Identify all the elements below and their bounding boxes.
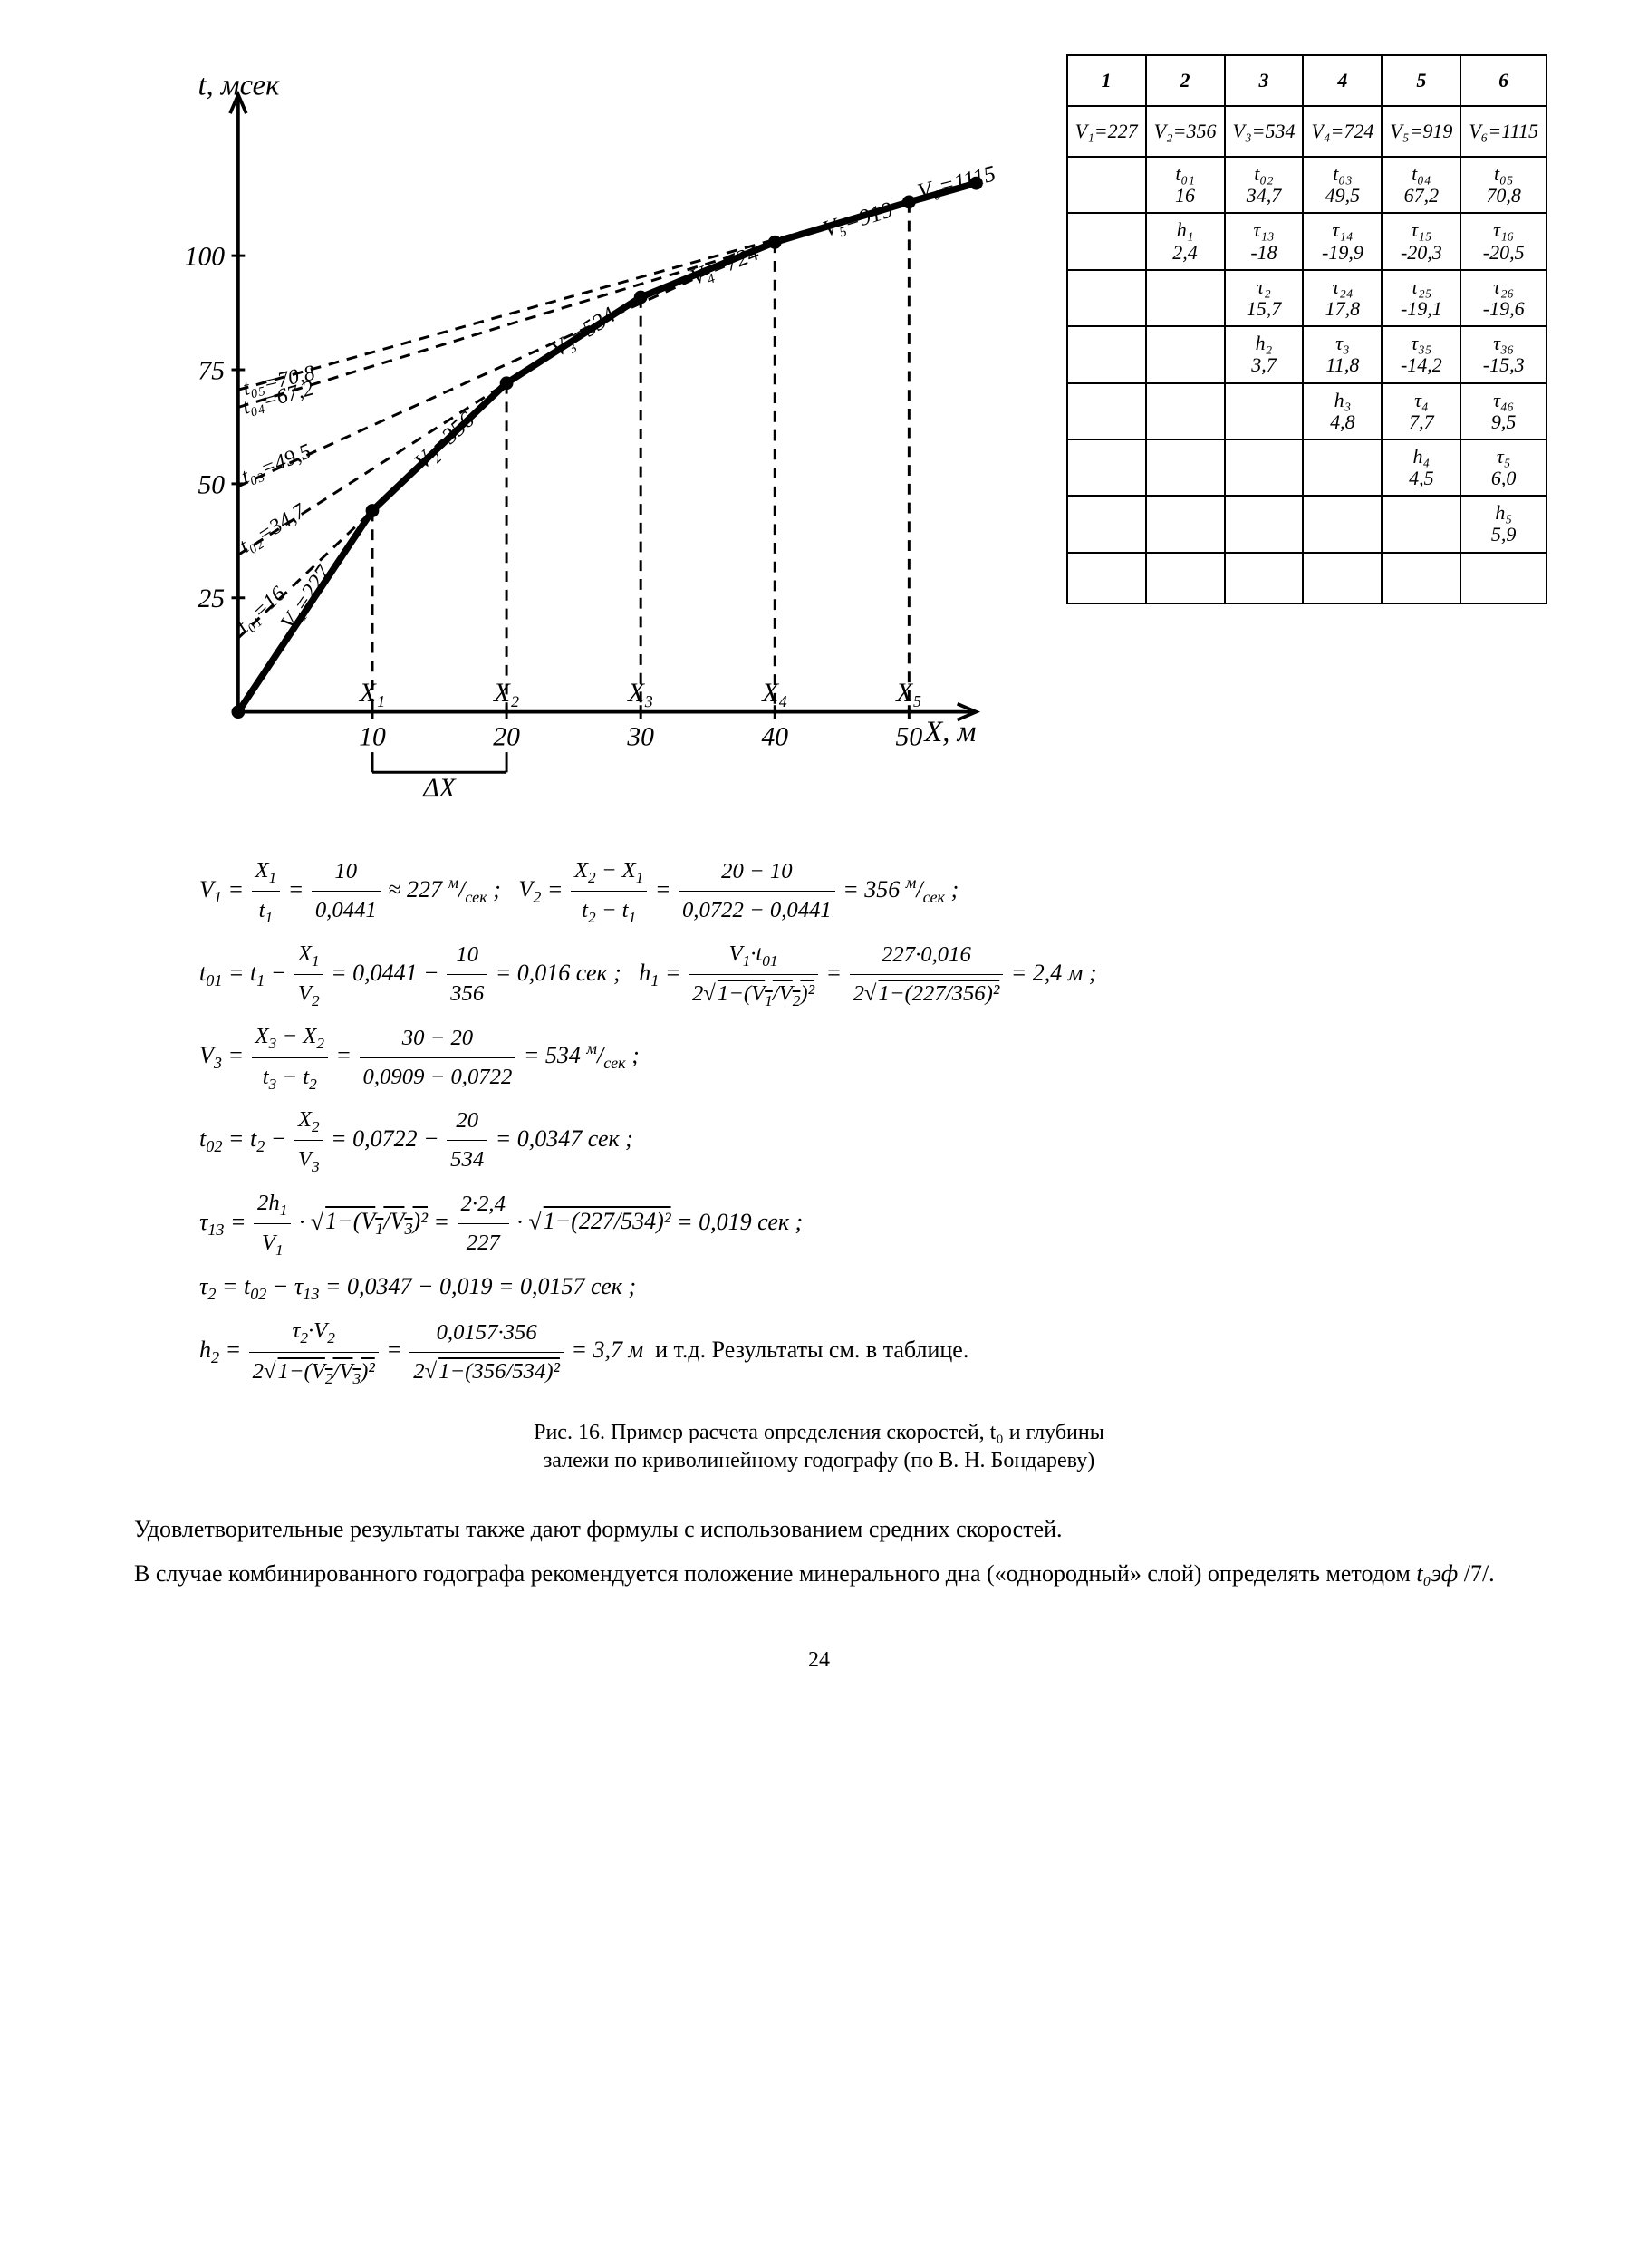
table-row: V₁=227 V₂=356 V₃=534 V₄=724 V₅=919 V₆=11… — [1067, 106, 1546, 157]
col-6: 6 — [1460, 55, 1546, 106]
x-tick-5: 50 — [896, 723, 923, 752]
ylabel: t, мсек — [198, 69, 280, 101]
table-row: h₁2,4τ₁₃-18τ₁₄-19,9τ₁₅-20,3τ₁₆-20,5 — [1067, 213, 1546, 269]
equation-block: V1 = X1t1 = 100,0441 ≈ 227 м/сек ; V2 = … — [199, 852, 1547, 1392]
figure-row: 25 50 75 100 t, мсек X, м — [91, 54, 1547, 816]
seg-v3: V₃=534 — [547, 303, 621, 362]
hodograph-chart: 25 50 75 100 t, мсек X, м — [91, 54, 1030, 816]
page-number: 24 — [91, 1646, 1547, 1676]
chart-svg: 25 50 75 100 t, мсек X, м — [91, 54, 1030, 806]
x-tick-1: 10 — [359, 723, 386, 752]
hodograph-curve — [238, 183, 977, 711]
table-row: h₂3,7τ₃11,8τ₃₅-14,2τ₃₆-15,3 — [1067, 326, 1546, 382]
eq-7: h2 = τ2·V22√1−(V2/V3)² = 0,0157·3562√1−(… — [199, 1312, 1547, 1392]
intercept-t02: t₀₂=34,7 — [236, 499, 311, 558]
table-row: t₀₁16t₀₂34,7t₀₃49,5t₀₄67,2t₀₅70,8 — [1067, 157, 1546, 213]
ytick-50: 50 — [198, 470, 225, 499]
x-tick-4: 40 — [761, 723, 788, 752]
table-row: τ₂15,7τ₂₄17,8τ₂₅-19,1τ₂₆-19,6 — [1067, 270, 1546, 326]
intercept-t01: t₀₁=16 — [233, 582, 291, 638]
results-table: 1 2 3 4 5 6 V₁=227 V₂=356 V₃=534 V₄=724 … — [1066, 54, 1547, 604]
table-row: h₃4,8τ₄7,7τ₄₆9,5 — [1067, 383, 1546, 439]
x-sub-4: X₄ — [761, 679, 787, 708]
seg-v2: V₂=356 — [410, 408, 479, 475]
seg-v6: V₆=1115 — [915, 161, 998, 204]
table-row — [1067, 553, 1546, 603]
caption-line-2: залежи по криволинейному годографу (по В… — [544, 1449, 1094, 1472]
table-row: h₅5,9 — [1067, 496, 1546, 552]
eq-5: τ13 = 2h1V1 · √1−(V1/V3)² = 2·2,4227 · √… — [199, 1184, 1547, 1264]
table-row: h₄4,5τ₅6,0 — [1067, 439, 1546, 496]
x-sub-1: X₁ — [359, 679, 385, 708]
intercept-t03: t₀₃=49,5 — [238, 439, 315, 488]
xlabel: X, м — [922, 716, 976, 748]
ytick-75: 75 — [198, 356, 225, 385]
x-tick-2: 20 — [493, 723, 520, 752]
x-sub-3: X₃ — [627, 679, 653, 708]
figure-caption: Рис. 16. Пример расчета определения скор… — [91, 1419, 1547, 1475]
paragraph-2: В случае комбинированного годографа реко… — [91, 1556, 1547, 1591]
ytick-25: 25 — [198, 584, 225, 613]
paragraph-1: Удовлетворительные результаты также дают… — [91, 1511, 1547, 1547]
x-sub-5: X₅ — [895, 679, 921, 708]
eq-1: V1 = X1t1 = 100,0441 ≈ 227 м/сек ; V2 = … — [199, 852, 1547, 931]
col-1: 1 — [1067, 55, 1146, 106]
eq-3: V3 = X3 − X2t3 − t2 = 30 − 200,0909 − 0,… — [199, 1018, 1547, 1097]
table-row: 1 2 3 4 5 6 — [1067, 55, 1546, 106]
col-5: 5 — [1382, 55, 1460, 106]
x-sub-2: X₂ — [493, 679, 519, 708]
eq-6: τ2 = t02 − τ13 = 0,0347 − 0,019 = 0,0157… — [199, 1267, 1547, 1308]
col-3: 3 — [1225, 55, 1304, 106]
eq-2: t01 = t1 − X1V2 = 0,0441 − 10356 = 0,016… — [199, 935, 1547, 1015]
col-4: 4 — [1303, 55, 1382, 106]
caption-line-1: Рис. 16. Пример расчета определения скор… — [534, 1421, 1104, 1444]
seg-v5: V₅=919 — [820, 198, 896, 242]
ytick-100: 100 — [185, 243, 226, 272]
eq-4: t02 = t2 − X2V3 = 0,0722 − 20534 = 0,034… — [199, 1101, 1547, 1181]
delta-x: ΔX — [422, 774, 457, 803]
col-2: 2 — [1146, 55, 1225, 106]
x-tick-3: 30 — [626, 723, 654, 752]
seg-v4: V₄=724 — [688, 241, 764, 291]
